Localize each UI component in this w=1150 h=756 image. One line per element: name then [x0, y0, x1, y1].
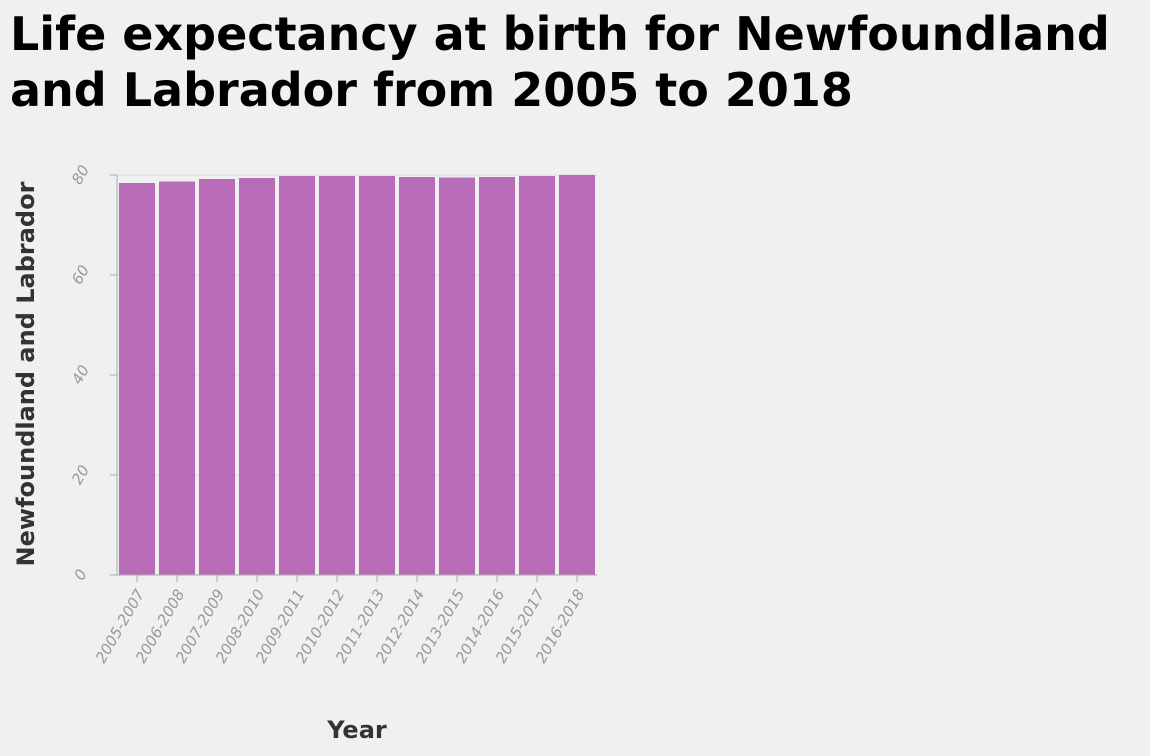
- bar: [119, 183, 155, 575]
- bars: [119, 175, 595, 575]
- y-tick-label: 60: [68, 262, 93, 288]
- x-axis-title: Year: [326, 716, 387, 744]
- gridlines: [117, 174, 597, 576]
- chart-title: Life expectancy at birth for Newfoundlan…: [10, 7, 1110, 117]
- y-tick-label: 80: [68, 162, 93, 188]
- bar: [279, 176, 315, 575]
- y-tick-label: 20: [68, 462, 93, 488]
- y-axis-title: Newfoundland and Labrador: [12, 181, 40, 566]
- x-ticks: 2005-20072006-20082007-20092008-20102009…: [92, 575, 588, 666]
- bar: [559, 175, 595, 575]
- bar: [479, 177, 515, 575]
- y-tick-label: 0: [70, 566, 90, 583]
- y-ticks: 0 20 40 60 80: [68, 162, 117, 583]
- bar: [199, 179, 235, 575]
- bar: [159, 181, 195, 575]
- bar: [519, 176, 555, 575]
- y-tick-label: 40: [68, 362, 93, 388]
- bar: [439, 177, 475, 575]
- bar: [359, 176, 395, 575]
- bar: [319, 176, 355, 575]
- bar: [399, 177, 435, 575]
- bar: [239, 178, 275, 575]
